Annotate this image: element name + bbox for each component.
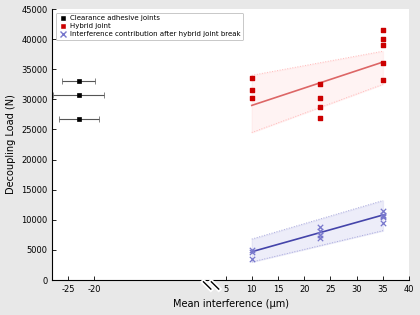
- Point: [380, 61, 386, 66]
- Point: [317, 96, 323, 101]
- Point: [380, 28, 386, 33]
- Legend: Clearance adhesive joints, Hybrid joint, Interference contribution after hybrid : Clearance adhesive joints, Hybrid joint,…: [56, 13, 243, 40]
- Point: [248, 76, 255, 81]
- Point: [317, 105, 323, 110]
- Point: [248, 96, 255, 101]
- Point: [317, 228, 323, 233]
- Point: [380, 214, 386, 219]
- Point: [380, 77, 386, 83]
- Point: [317, 116, 323, 121]
- Point: [380, 208, 386, 213]
- Point: [248, 88, 255, 93]
- Point: [380, 213, 386, 218]
- Point: [317, 232, 323, 238]
- Point: [248, 250, 255, 255]
- Y-axis label: Decoupling Load (N): Decoupling Load (N): [5, 94, 16, 194]
- Point: [380, 43, 386, 48]
- Point: [317, 235, 323, 240]
- Point: [317, 82, 323, 87]
- Point: [380, 213, 386, 218]
- Point: [317, 225, 323, 230]
- Point: [380, 37, 386, 42]
- X-axis label: Mean interference (μm): Mean interference (μm): [173, 300, 289, 309]
- Point: [380, 220, 386, 225]
- Point: [248, 256, 255, 261]
- Point: [248, 247, 255, 252]
